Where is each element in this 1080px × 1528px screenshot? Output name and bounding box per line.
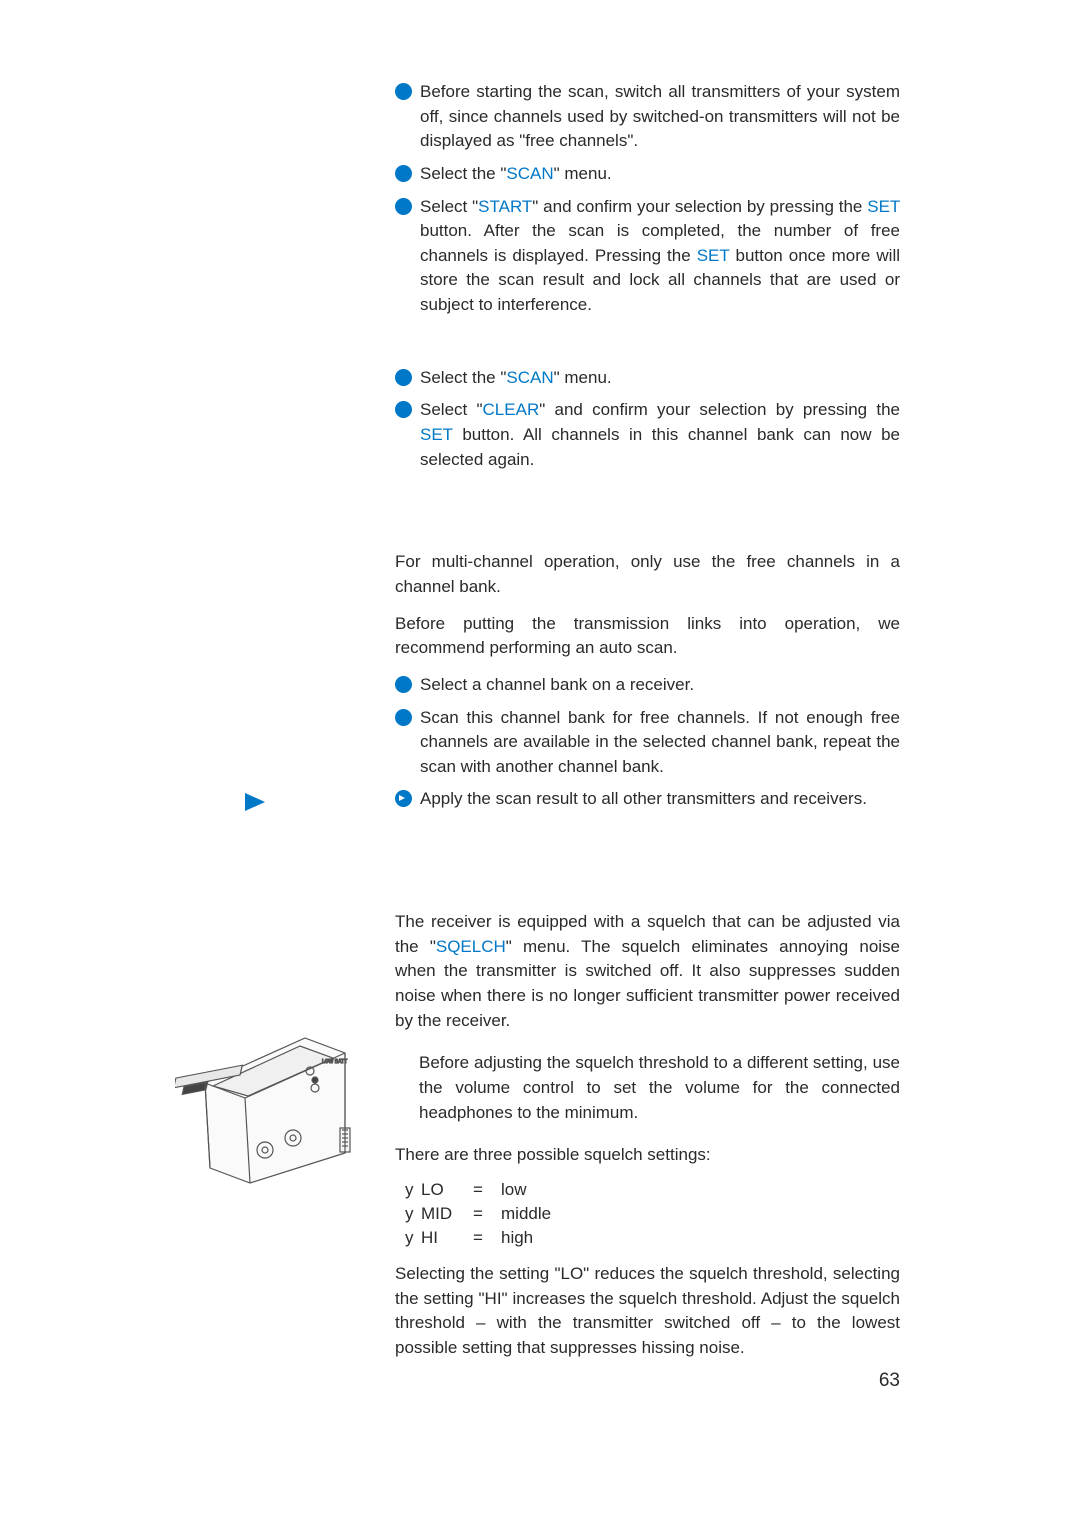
device-illustration: LOW BATT bbox=[175, 978, 375, 1188]
step-item: Select the "SCAN" menu. bbox=[395, 366, 900, 391]
setting-row: y HI = high bbox=[405, 1228, 900, 1248]
setting-row: y LO = low bbox=[405, 1180, 900, 1200]
keyword-clear: CLEAR bbox=[483, 400, 540, 419]
keyword-set: SET bbox=[697, 246, 730, 265]
keyword-scan: SCAN bbox=[506, 368, 553, 387]
step-text: Scan this channel bank for free channels… bbox=[420, 706, 900, 780]
step-text: Select a channel bank on a receiver. bbox=[420, 673, 694, 698]
paragraph: The receiver is equipped with a squelch … bbox=[395, 910, 900, 1033]
step-item: Select a channel bank on a receiver. bbox=[395, 673, 900, 698]
step-text: Select "START" and confirm your selectio… bbox=[420, 195, 900, 318]
paragraph: Before putting the transmission links in… bbox=[395, 612, 900, 661]
step-text: Before starting the scan, switch all tra… bbox=[420, 80, 900, 154]
step-text: Apply the scan result to all other trans… bbox=[420, 787, 867, 812]
step-item: Apply the scan result to all other trans… bbox=[395, 787, 900, 812]
note-text: Before adjusting the squelch threshold t… bbox=[419, 1051, 900, 1125]
bullet-icon bbox=[395, 198, 412, 215]
setting-row: y MID = middle bbox=[405, 1204, 900, 1224]
bullet-icon bbox=[395, 369, 412, 386]
bullet-icon bbox=[395, 676, 412, 693]
svg-text:LOW BATT: LOW BATT bbox=[322, 1059, 347, 1065]
section-marker-icon bbox=[245, 793, 265, 811]
note-block: Before adjusting the squelch threshold t… bbox=[419, 1051, 900, 1125]
bullet-icon bbox=[395, 709, 412, 726]
step-item: Select the "SCAN" menu. bbox=[395, 162, 900, 187]
paragraph: There are three possible squelch setting… bbox=[395, 1143, 900, 1168]
main-content: Before starting the scan, switch all tra… bbox=[395, 80, 900, 1360]
bullet-icon bbox=[395, 401, 412, 418]
step-text: Select the "SCAN" menu. bbox=[420, 366, 612, 391]
keyword-scan: SCAN bbox=[506, 164, 553, 183]
document-page: LOW BATT Before starting the scan, switc… bbox=[0, 0, 1080, 1432]
step-text: Select the "SCAN" menu. bbox=[420, 162, 612, 187]
step-text: Select "CLEAR" and confirm your selectio… bbox=[420, 398, 900, 472]
bullet-icon bbox=[395, 83, 412, 100]
step-item: Scan this channel bank for free channels… bbox=[395, 706, 900, 780]
paragraph: For multi-channel operation, only use th… bbox=[395, 550, 900, 599]
step-item: Select "START" and confirm your selectio… bbox=[395, 195, 900, 318]
arrow-icon bbox=[395, 790, 412, 807]
paragraph: Selecting the setting "LO" reduces the s… bbox=[395, 1262, 900, 1361]
bullet-icon bbox=[395, 165, 412, 182]
page-number: 63 bbox=[879, 1370, 900, 1392]
keyword-start: START bbox=[478, 197, 532, 216]
step-item: Select "CLEAR" and confirm your selectio… bbox=[395, 398, 900, 472]
step-item: Before starting the scan, switch all tra… bbox=[395, 80, 900, 154]
keyword-set: SET bbox=[420, 425, 453, 444]
keyword-sqelch: SQELCH bbox=[436, 937, 506, 956]
settings-list: y LO = low y MID = middle y HI = high bbox=[405, 1180, 900, 1248]
keyword-set: SET bbox=[867, 197, 900, 216]
